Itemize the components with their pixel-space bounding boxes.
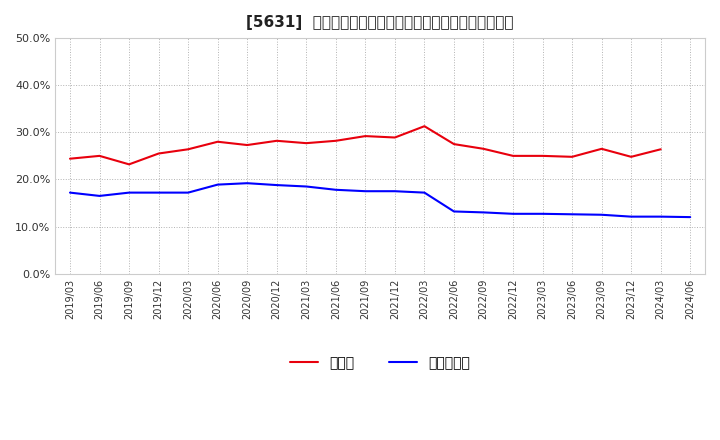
現預金 — [213, 139, 222, 144]
有利子負債 — [390, 189, 399, 194]
Line: 有利子負債: 有利子負債 — [70, 183, 690, 217]
現預金 — [390, 135, 399, 140]
有利子負債 — [627, 214, 636, 219]
Title: [5631]  現預金、有利子負債の総資産に対する比率の推移: [5631] 現預金、有利子負債の総資産に対する比率の推移 — [246, 15, 514, 30]
有利子負債 — [213, 182, 222, 187]
現預金 — [331, 138, 340, 143]
現預金 — [302, 140, 310, 146]
有利子負債 — [272, 183, 281, 188]
有利子負債 — [154, 190, 163, 195]
現預金 — [272, 138, 281, 143]
有利子負債 — [449, 209, 458, 214]
有利子負債 — [686, 214, 695, 220]
有利子負債 — [480, 210, 488, 215]
有利子負債 — [539, 211, 547, 216]
Legend: 現預金, 有利子負債: 現預金, 有利子負債 — [290, 356, 470, 370]
現預金 — [480, 146, 488, 151]
有利子負債 — [184, 190, 192, 195]
現預金 — [66, 156, 74, 161]
有利子負債 — [657, 214, 665, 219]
有利子負債 — [331, 187, 340, 192]
現預金 — [243, 143, 251, 148]
現預金 — [420, 124, 428, 129]
有利子負債 — [125, 190, 133, 195]
有利子負債 — [243, 180, 251, 186]
現預金 — [598, 146, 606, 151]
Line: 現預金: 現預金 — [70, 126, 661, 165]
現預金 — [95, 153, 104, 158]
現預金 — [539, 153, 547, 158]
現預金 — [509, 153, 518, 158]
有利子負債 — [568, 212, 577, 217]
現預金 — [361, 133, 369, 139]
現預金 — [568, 154, 577, 159]
有利子負債 — [509, 211, 518, 216]
有利子負債 — [361, 189, 369, 194]
現預金 — [184, 147, 192, 152]
有利子負債 — [302, 184, 310, 189]
有利子負債 — [598, 212, 606, 217]
現預金 — [449, 141, 458, 147]
現預金 — [657, 147, 665, 152]
現預金 — [154, 151, 163, 156]
現預金 — [125, 162, 133, 167]
有利子負債 — [420, 190, 428, 195]
有利子負債 — [95, 193, 104, 198]
現預金 — [627, 154, 636, 159]
有利子負債 — [66, 190, 74, 195]
